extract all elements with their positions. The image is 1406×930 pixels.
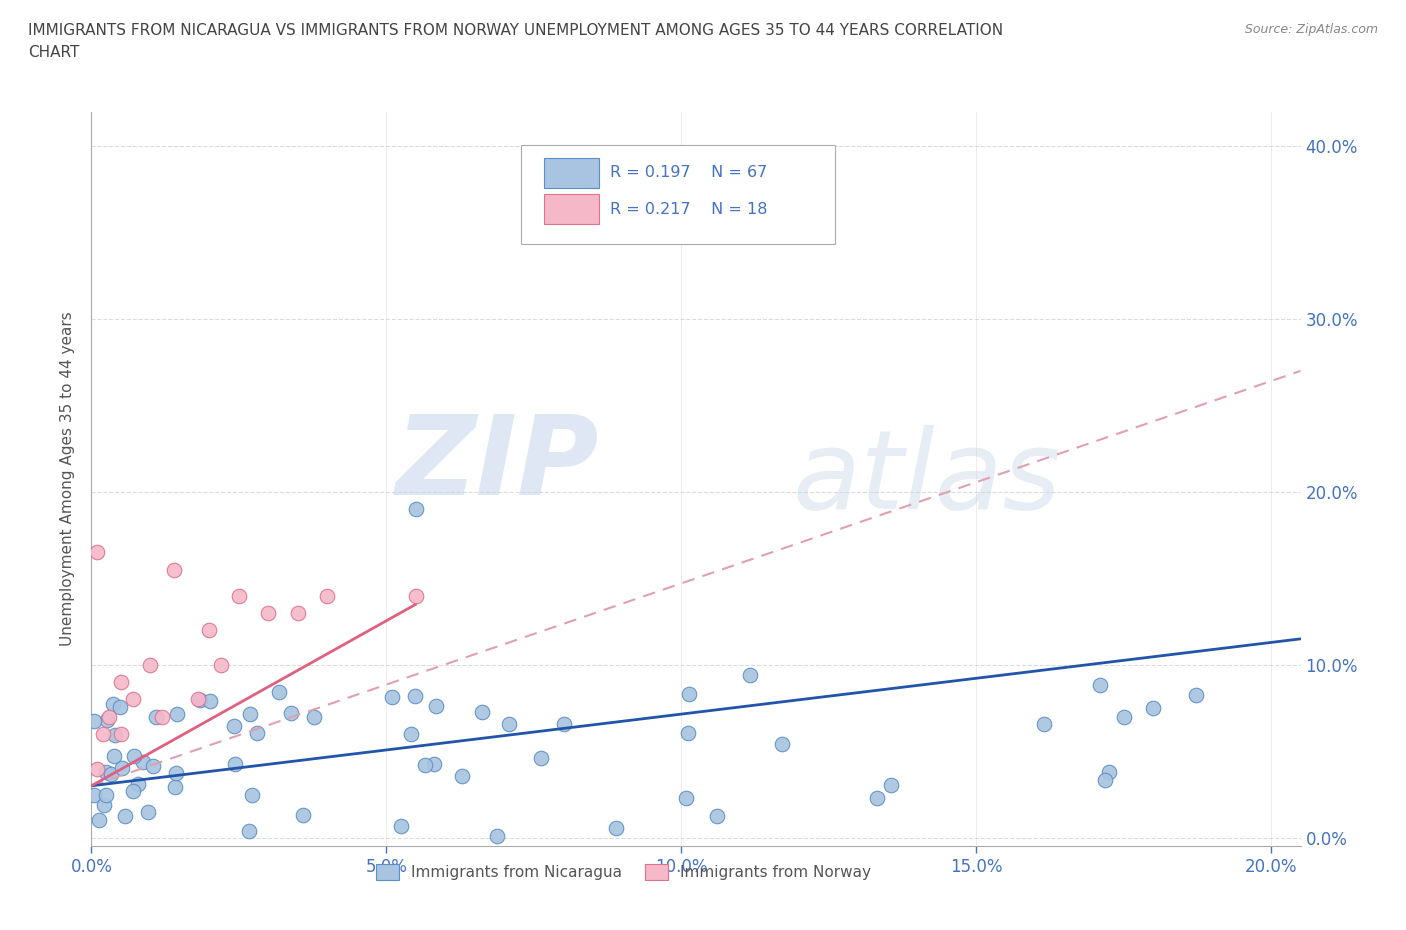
- Point: [165, 765, 187, 780]
- Point: [104, 727, 127, 742]
- Point: [187, 692, 209, 707]
- Point: [880, 777, 903, 792]
- Text: IMMIGRANTS FROM NICARAGUA VS IMMIGRANTS FROM NORWAY UNEMPLOYMENT AMONG AGES 35 T: IMMIGRANTS FROM NICARAGUA VS IMMIGRANTS …: [28, 23, 1004, 38]
- Point: [381, 690, 404, 705]
- Point: [1185, 687, 1208, 702]
- Point: [89, 812, 111, 827]
- Point: [198, 623, 221, 638]
- Point: [257, 605, 280, 620]
- Point: [222, 719, 245, 734]
- Text: Source: ZipAtlas.com: Source: ZipAtlas.com: [1244, 23, 1378, 36]
- Point: [166, 706, 188, 721]
- Point: [471, 704, 494, 719]
- Point: [413, 758, 436, 773]
- Point: [399, 726, 422, 741]
- Point: [1098, 764, 1121, 779]
- Point: [163, 563, 186, 578]
- FancyBboxPatch shape: [544, 194, 599, 224]
- Point: [605, 820, 627, 835]
- Point: [676, 725, 699, 740]
- Point: [405, 502, 427, 517]
- Point: [86, 761, 108, 776]
- FancyBboxPatch shape: [544, 157, 599, 188]
- Text: ZIP: ZIP: [395, 411, 599, 518]
- Point: [98, 710, 121, 724]
- Point: [121, 692, 143, 707]
- Point: [101, 697, 124, 711]
- Point: [136, 804, 159, 819]
- Point: [110, 674, 132, 689]
- Point: [238, 824, 260, 839]
- Text: R = 0.197    N = 67: R = 0.197 N = 67: [610, 166, 768, 180]
- Point: [139, 658, 162, 672]
- Point: [740, 668, 762, 683]
- Point: [423, 756, 446, 771]
- Point: [93, 798, 115, 813]
- Point: [163, 779, 186, 794]
- Point: [425, 698, 447, 713]
- Point: [389, 818, 412, 833]
- Point: [316, 588, 339, 603]
- Point: [209, 658, 232, 672]
- Point: [292, 807, 315, 822]
- Point: [86, 545, 108, 560]
- Point: [96, 713, 118, 728]
- Point: [122, 783, 145, 798]
- Point: [1112, 710, 1135, 724]
- Point: [239, 706, 262, 721]
- FancyBboxPatch shape: [520, 145, 835, 244]
- Point: [124, 749, 146, 764]
- Point: [280, 706, 302, 721]
- Point: [1094, 772, 1116, 787]
- Point: [267, 684, 290, 699]
- Point: [486, 829, 509, 844]
- Point: [451, 768, 474, 783]
- Point: [150, 710, 173, 724]
- Text: R = 0.217    N = 18: R = 0.217 N = 18: [610, 202, 768, 217]
- Point: [127, 777, 149, 791]
- Point: [110, 726, 132, 741]
- Text: CHART: CHART: [28, 45, 80, 60]
- Point: [224, 756, 246, 771]
- Point: [114, 809, 136, 824]
- Point: [188, 692, 211, 707]
- Point: [94, 788, 117, 803]
- Y-axis label: Unemployment Among Ages 35 to 44 years: Unemployment Among Ages 35 to 44 years: [60, 312, 76, 646]
- Point: [1142, 700, 1164, 715]
- Point: [246, 725, 269, 740]
- Point: [100, 766, 122, 781]
- Point: [706, 808, 728, 823]
- Point: [1088, 677, 1111, 692]
- Point: [678, 687, 700, 702]
- Point: [302, 710, 325, 724]
- Point: [405, 588, 427, 603]
- Point: [553, 716, 575, 731]
- Point: [498, 716, 520, 731]
- Point: [111, 761, 134, 776]
- Point: [96, 764, 118, 779]
- Point: [110, 699, 132, 714]
- Point: [1032, 716, 1054, 731]
- Point: [530, 751, 553, 765]
- Point: [675, 790, 697, 805]
- Point: [83, 714, 105, 729]
- Point: [240, 787, 263, 802]
- Point: [287, 605, 309, 620]
- Point: [91, 726, 114, 741]
- Point: [103, 749, 125, 764]
- Point: [198, 694, 221, 709]
- Legend: Immigrants from Nicaragua, Immigrants from Norway: Immigrants from Nicaragua, Immigrants fr…: [370, 858, 877, 886]
- Text: atlas: atlas: [793, 425, 1062, 533]
- Point: [132, 754, 155, 769]
- Point: [866, 791, 889, 806]
- Point: [145, 710, 167, 724]
- Point: [770, 737, 793, 751]
- Point: [228, 588, 250, 603]
- Point: [142, 759, 165, 774]
- Point: [404, 688, 426, 703]
- Point: [83, 788, 105, 803]
